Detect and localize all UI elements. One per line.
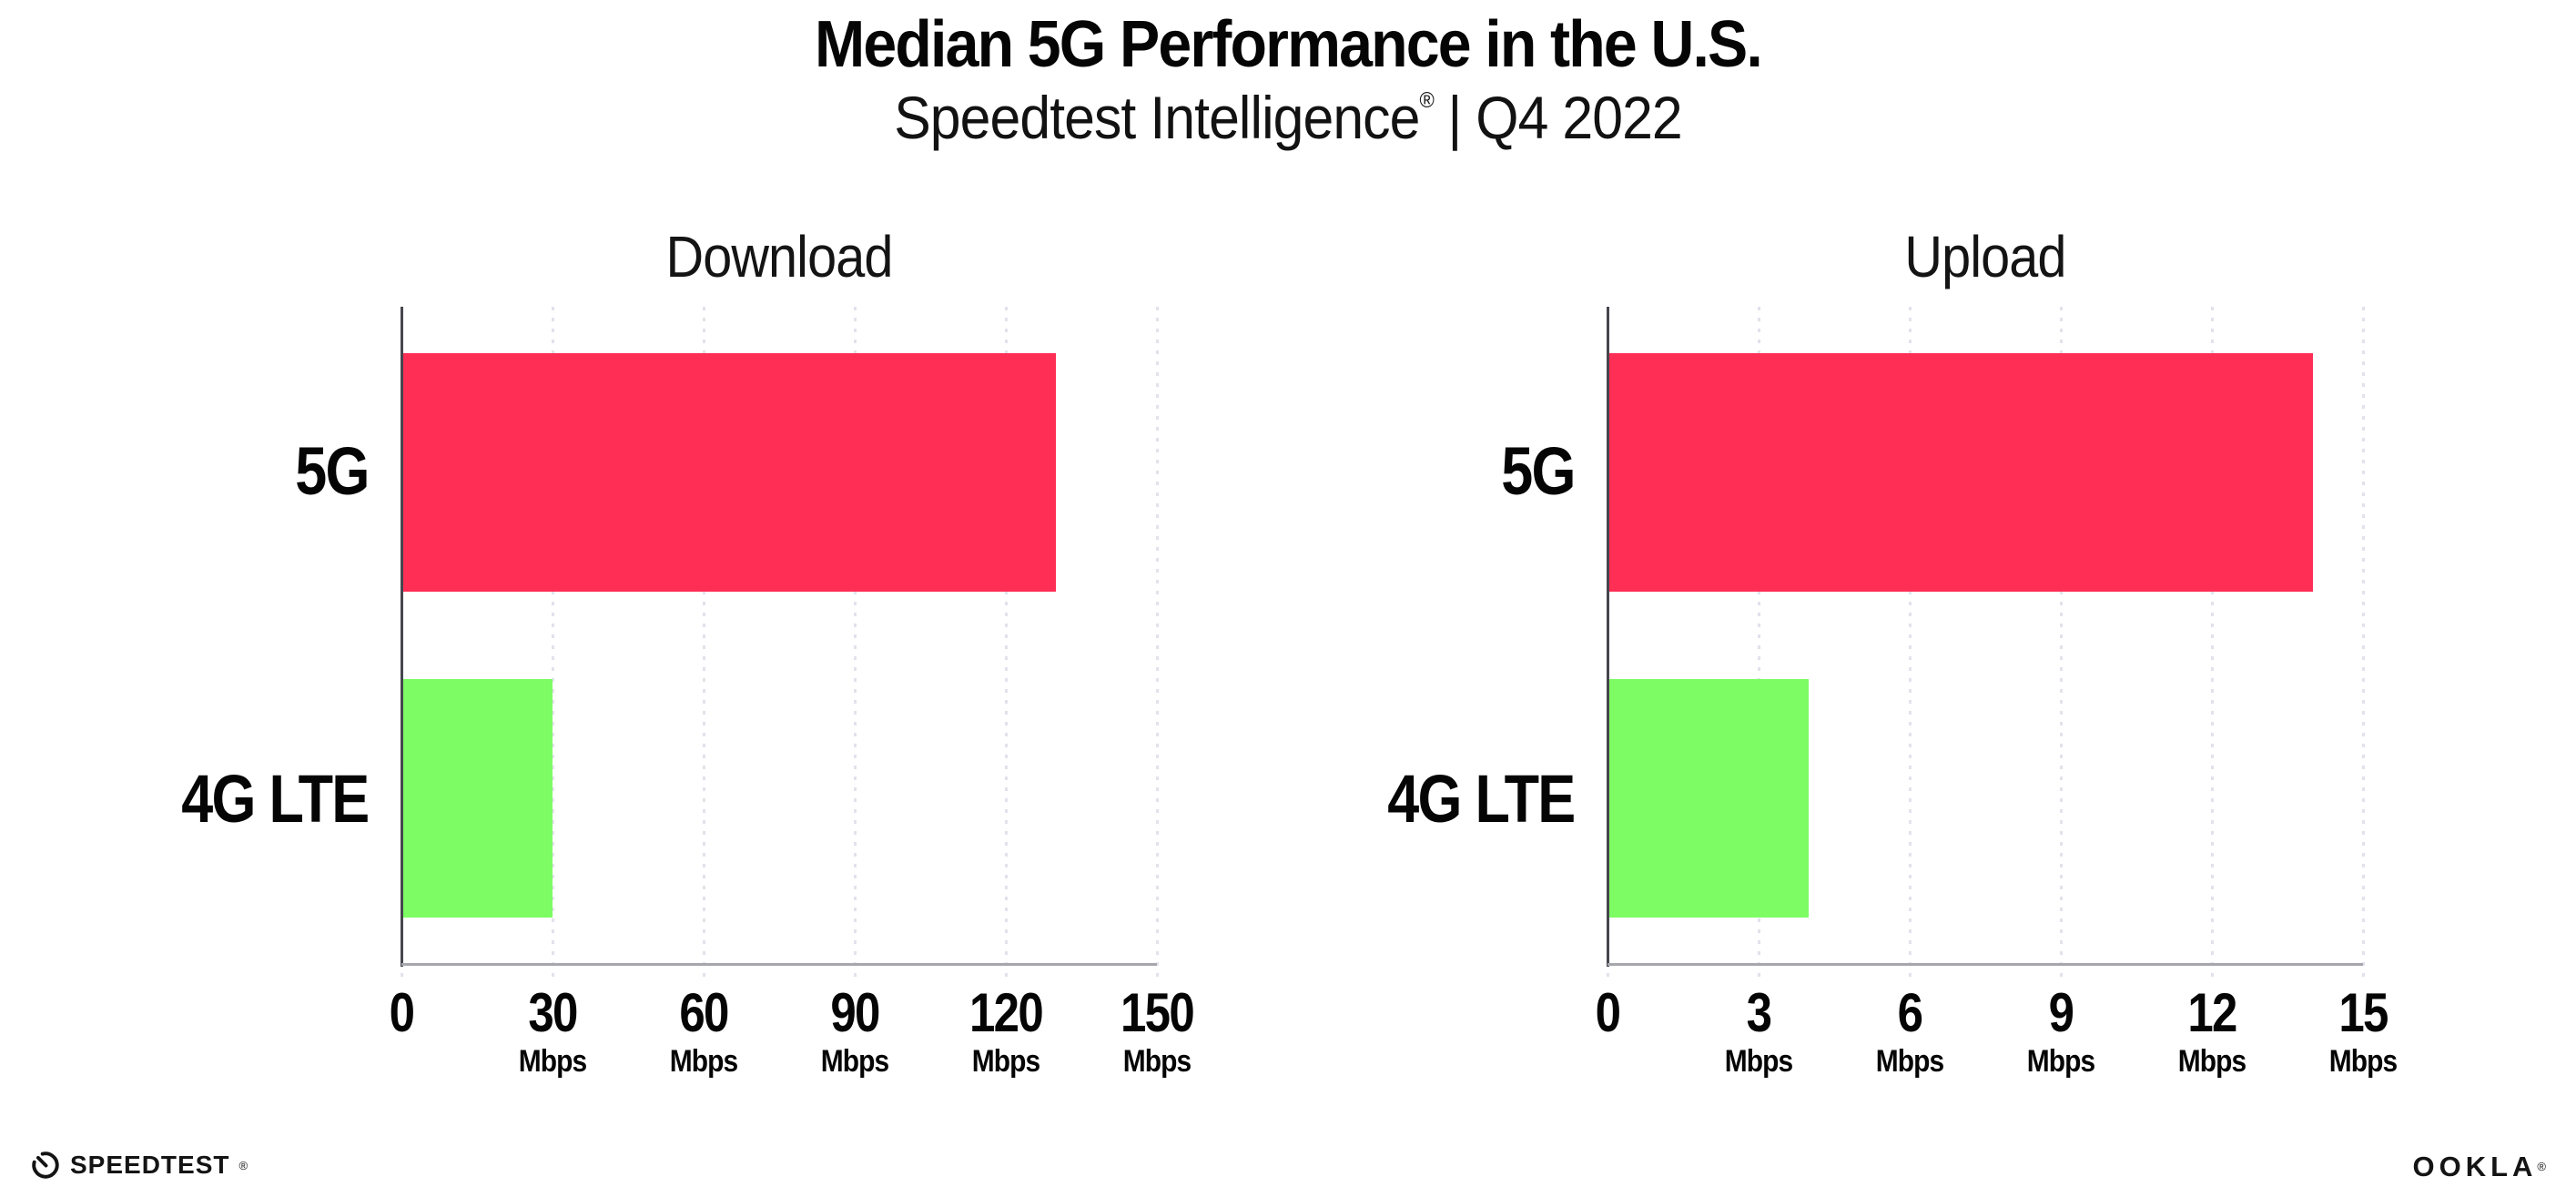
- ookla-wordmark: OOKLA: [2412, 1151, 2538, 1182]
- x-tick-150: 150 Mbps: [1114, 982, 1200, 1079]
- gridline-15: [2362, 307, 2365, 977]
- ookla-registered-icon: ®: [2537, 1160, 2546, 1173]
- x-tick-unit: Mbps: [1724, 1044, 1793, 1079]
- x-tick-unit: Mbps: [1875, 1044, 1944, 1079]
- x-tick-3: 3 Mbps: [1720, 982, 1798, 1079]
- bar-4g-lte: [401, 678, 553, 918]
- x-tick-unit: Mbps: [2177, 1044, 2246, 1079]
- x-tick-0: 0: [387, 986, 415, 1040]
- speedtest-gauge-icon: [32, 1151, 59, 1179]
- x-tick-value: 90: [830, 982, 880, 1043]
- speedtest-logo: SPEEDTEST ®: [30, 1150, 248, 1181]
- upload-y-axis-line: [1607, 307, 1609, 967]
- x-tick-0: 0: [1593, 986, 1621, 1040]
- x-tick-value: 120: [969, 982, 1044, 1043]
- x-tick-value: 6: [1897, 982, 1923, 1043]
- subtitle-period: | Q4 2022: [1447, 84, 1682, 152]
- x-tick-value: 15: [2338, 982, 2388, 1043]
- upload-x-tick-labels: 0 3 Mbps 6 Mbps 9 Mbps 12 Mbps 15 Mbps: [1596, 982, 2399, 1095]
- registered-mark-icon: ®: [1419, 88, 1435, 114]
- download-x-axis-line: [401, 963, 1157, 966]
- speedtest-wordmark: SPEEDTEST: [70, 1151, 230, 1179]
- gridline-90: [854, 307, 857, 977]
- x-tick-value: 12: [2187, 982, 2237, 1043]
- gridline-3: [1758, 307, 1760, 977]
- x-tick-unit: Mbps: [2026, 1044, 2095, 1079]
- x-tick-value: 60: [679, 982, 729, 1043]
- gridline-9: [2060, 307, 2063, 977]
- x-tick-120: 120 Mbps: [963, 982, 1049, 1079]
- x-tick-6: 6 Mbps: [1871, 982, 1949, 1079]
- page-title: Median 5G Performance in the U.S.: [815, 8, 1763, 81]
- subtitle-brand: Speedtest Intelligence: [894, 84, 1420, 152]
- x-tick-unit: Mbps: [971, 1044, 1040, 1079]
- x-tick-9: 9 Mbps: [2023, 982, 2100, 1079]
- gridline-6: [1909, 307, 1912, 977]
- download-x-tick-labels: 0 30 Mbps 60 Mbps 90 Mbps 120 Mbps 150 Mbps: [390, 982, 1195, 1095]
- upload-chart-title: Upload: [1904, 224, 2066, 289]
- x-tick-value: 30: [528, 982, 578, 1043]
- x-tick-30: 30 Mbps: [514, 982, 592, 1079]
- chart-header: Median 5G Performance in the U.S. Speedt…: [0, 8, 2576, 151]
- x-tick-unit: Mbps: [1122, 1044, 1192, 1079]
- bar-4g-lte: [1607, 678, 1810, 918]
- gridline-30: [552, 307, 554, 977]
- category-label-4g-lte: 4G LTE: [181, 760, 370, 837]
- bar-5g: [1607, 352, 2313, 593]
- gridline-150: [1156, 307, 1159, 977]
- x-tick-unit: Mbps: [820, 1044, 889, 1079]
- chart-panel-upload: Upload 0 3 Mbps 6 Mbps 9 Mbps 12 Mbps 15 Mbps 5G 4G…: [1388, 224, 2398, 1077]
- download-chart-title: Download: [665, 224, 894, 289]
- gridline-120: [1005, 307, 1008, 977]
- upload-x-axis-line: [1607, 963, 2363, 966]
- x-tick-60: 60 Mbps: [665, 982, 743, 1079]
- speedtest-registered-icon: ®: [238, 1158, 248, 1172]
- x-tick-unit: Mbps: [518, 1044, 587, 1079]
- x-tick-value: 150: [1121, 982, 1195, 1043]
- x-tick-unit: Mbps: [2328, 1044, 2398, 1079]
- x-tick-90: 90 Mbps: [816, 982, 894, 1079]
- category-label-5g: 5G: [1501, 433, 1576, 510]
- page-subtitle: Speedtest Intelligence® | Q4 2022: [103, 85, 2473, 151]
- chart-panel-download: Download 0 30 Mbps 60 Mbps 90 Mbps 120 Mbps 150 Mb…: [182, 224, 1195, 1077]
- x-tick-value: 9: [2048, 982, 2074, 1043]
- x-tick-value: 0: [389, 982, 415, 1043]
- download-y-axis-line: [401, 307, 403, 967]
- x-tick-15: 15 Mbps: [2325, 982, 2402, 1079]
- ookla-logo: OOKLA ®: [2412, 1152, 2546, 1181]
- gridline-60: [703, 307, 705, 977]
- category-label-5g: 5G: [295, 433, 370, 510]
- x-tick-value: 3: [1746, 982, 1772, 1043]
- x-tick-unit: Mbps: [669, 1044, 738, 1079]
- category-label-4g-lte: 4G LTE: [1387, 760, 1577, 837]
- gridline-12: [2211, 307, 2214, 977]
- bar-5g: [401, 352, 1057, 593]
- x-tick-value: 0: [1595, 982, 1621, 1043]
- x-tick-12: 12 Mbps: [2174, 982, 2251, 1079]
